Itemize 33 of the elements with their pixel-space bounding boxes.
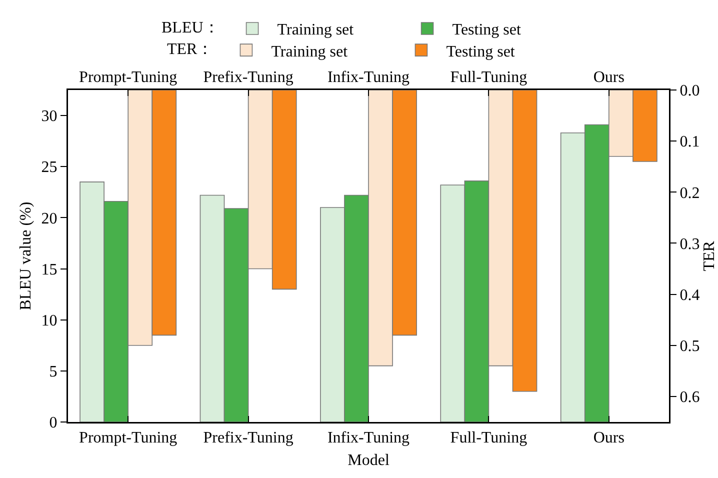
- x-tick-label: Prefix-Tuning: [203, 69, 294, 86]
- y-tick-label: 25: [41, 159, 58, 176]
- y-tick-label: 30: [41, 108, 58, 126]
- y-tick-label: 5: [49, 364, 58, 381]
- text: TER：: [167, 40, 214, 58]
- x-tick-label: Infix-Tuning: [327, 69, 410, 86]
- category-label: Prefix-Tuning: [203, 430, 294, 447]
- y2-axis-title: TER: [701, 240, 718, 272]
- y-tick-label: 0: [49, 414, 58, 432]
- y2-tick-label: 0.0: [680, 82, 700, 100]
- y2-tick-label: 0.6: [680, 389, 700, 406]
- legend-label: Testing set: [452, 22, 522, 39]
- legend-label: Training set: [277, 22, 354, 39]
- x-axis-title: Model: [348, 452, 390, 470]
- y-tick-label: 15: [41, 261, 58, 278]
- category-label: Prompt-Tuning: [79, 430, 178, 447]
- y-tick-label: 20: [41, 210, 58, 228]
- y2-tick-label: 0.1: [680, 134, 700, 151]
- legend-label: Testing set: [446, 43, 516, 60]
- x-tick-label: Ours: [593, 69, 624, 86]
- legend-label: Training set: [271, 43, 348, 60]
- y2-tick-label: 0.2: [680, 184, 700, 202]
- y2-tick-label: 0.5: [680, 338, 700, 355]
- y2-tick-label: 0.3: [680, 236, 700, 253]
- y2-tick-label: 0.4: [680, 286, 700, 304]
- text: BLEU：: [162, 19, 220, 36]
- category-label: Full-Tuning: [450, 430, 528, 447]
- category-label: Ours: [593, 430, 624, 447]
- category-label: Infix-Tuning: [327, 430, 410, 447]
- x-tick-label: Prompt-Tuning: [79, 69, 178, 86]
- y-axis-title: BLEU value (%): [17, 202, 34, 310]
- y-tick-label: 10: [41, 312, 58, 330]
- x-tick-label: Full-Tuning: [450, 69, 528, 86]
